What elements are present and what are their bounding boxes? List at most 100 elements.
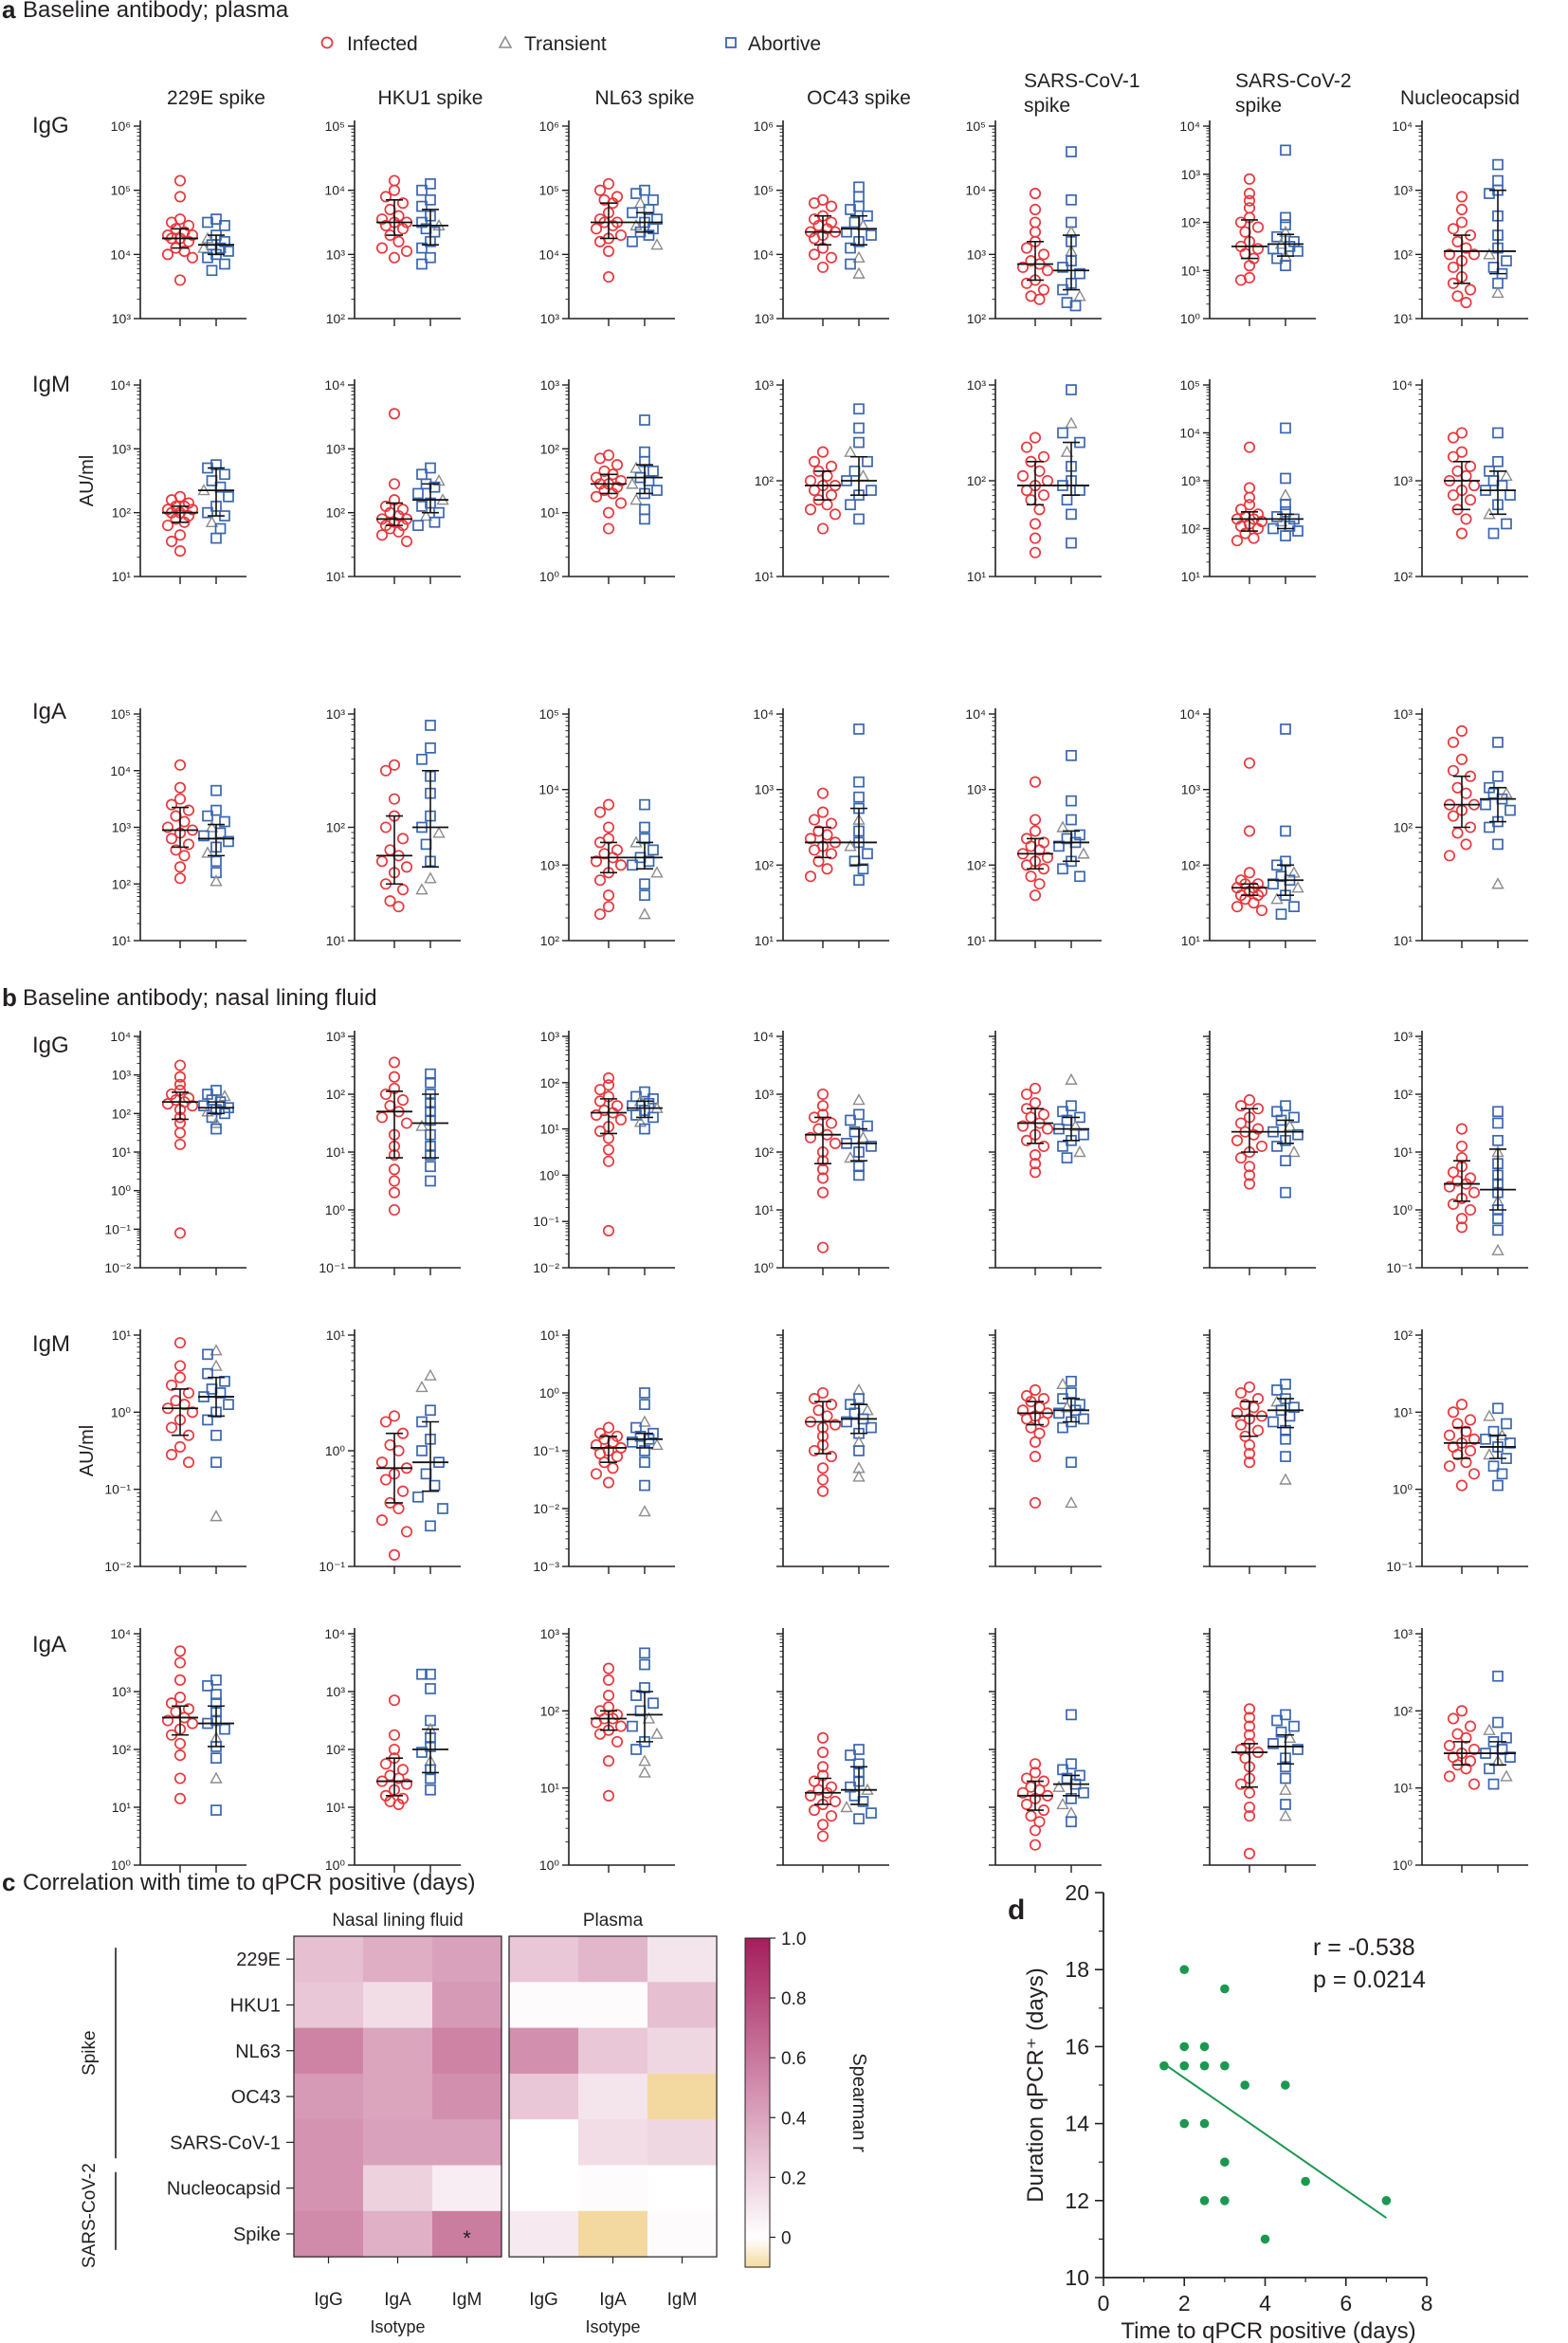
y-tick-label: 16 [1065, 2034, 1089, 2059]
data-point-infected [173, 191, 187, 203]
data-point-transient [1491, 1243, 1504, 1255]
dot-plot-IgG-sars-cov-1-spike: 10² 10³ 10⁴ 10⁵ [965, 119, 1102, 326]
data-point-abortive [1484, 1763, 1495, 1775]
y-tick-label: 10¹ [112, 1800, 132, 1815]
data-point-abortive [1492, 1213, 1504, 1225]
colorbar-segment [745, 1952, 770, 1957]
legend-square-marker [725, 37, 737, 48]
y-tick-label: 10² [326, 505, 346, 521]
colorbar: 1.0 0.8 0.6 0.4 0.2 0 Spearman r [744, 1930, 869, 2268]
heatmap-cell [432, 1936, 502, 1983]
data-point-infected [392, 1444, 405, 1457]
data-point-infected [375, 1456, 389, 1469]
data-point-infected [1025, 1421, 1037, 1434]
correlation-annotation: r = -0.538 [1313, 1934, 1415, 1961]
data-point-infected [804, 833, 817, 845]
heatmap-cell [432, 2027, 502, 2075]
data-point-transient [1073, 1145, 1086, 1158]
data-point-abortive [223, 246, 234, 257]
data-point-infected [182, 838, 195, 851]
data-point-abortive [627, 207, 638, 219]
data-point-abortive [1492, 1402, 1504, 1415]
y-axis-title: AU/ml [77, 1425, 98, 1476]
data-point-infected [388, 1548, 401, 1561]
data-point-infected [825, 1810, 838, 1822]
data-point-infected [388, 1186, 401, 1199]
y-tick-label: 10⁻³ [533, 1559, 559, 1574]
data-point-infected [1029, 1824, 1042, 1837]
y-tick-label: 10² [326, 820, 346, 835]
colorbar-segment [745, 2051, 770, 2056]
y-tick-label: 10² [1394, 247, 1413, 262]
data-point-infected [816, 1100, 830, 1112]
colorbar-segment [745, 2180, 770, 2185]
data-point-abortive [210, 784, 222, 796]
data-point-infected [1455, 446, 1468, 458]
dot-plot-IgM-hku1-spike: 10¹ 10² 10³ 10⁴ [324, 377, 461, 584]
data-point-infected [602, 506, 615, 519]
data-point [1179, 2060, 1190, 2071]
data-point-transient [629, 493, 643, 505]
heatmap-cell [509, 2165, 579, 2212]
data-point-infected [1251, 522, 1265, 535]
data-point-abortive [1501, 518, 1512, 530]
data-point-infected [825, 251, 838, 264]
data-point-infected [1029, 1166, 1042, 1179]
y-tick-label: 10⁻¹ [1386, 1260, 1413, 1275]
row-label: SARS-CoV-1 [170, 2132, 281, 2153]
data-point-transient [1483, 1409, 1496, 1421]
data-point-infected [1234, 216, 1248, 229]
data-point-abortive [206, 265, 218, 277]
row-label: OC43 [231, 2087, 281, 2108]
data-point-transient [1065, 1495, 1078, 1509]
data-point-abortive [210, 867, 222, 879]
data-point-abortive [1271, 1141, 1283, 1152]
data-point-infected [816, 1731, 830, 1744]
data-point [1220, 2060, 1230, 2071]
data-point-abortive [198, 1100, 210, 1112]
colorbar-segment [745, 2177, 770, 2182]
data-point-infected [1251, 221, 1265, 233]
y-tick-label: 10² [112, 876, 132, 891]
data-point-infected [593, 1084, 607, 1096]
heatmap-cell [647, 2165, 718, 2212]
data-point-infected [1231, 1407, 1244, 1419]
data-point-infected [182, 235, 195, 247]
data-point-transient [844, 445, 857, 457]
data-point-abortive [210, 1429, 222, 1441]
data-point-abortive [639, 1658, 650, 1671]
y-tick-label: 10³ [326, 441, 346, 456]
y-tick-label: 10¹ [755, 569, 775, 584]
y-tick-label: 10⁴ [110, 1626, 131, 1641]
colorbar-title: Spearman r [848, 2053, 869, 2152]
colorbar-segment [745, 2192, 770, 2196]
dot-plot-IgA-nucleocapsid: 10⁰ 10¹ 10² 10³ [1393, 1626, 1528, 1873]
heatmap-title: Plasma [583, 1911, 644, 1931]
data-point-transient [1279, 1809, 1292, 1821]
data-point-transient [1279, 1783, 1292, 1795]
data-point-infected [1455, 216, 1468, 229]
data-point-infected [182, 804, 195, 816]
data-point-infected [1016, 1120, 1030, 1132]
y-tick-label: 10⁴ [110, 377, 131, 393]
colorbar-segment [745, 2016, 770, 2020]
y-tick-label: 10³ [1181, 167, 1201, 182]
antigen-title: spike [1235, 95, 1282, 117]
colorbar-segment [745, 2066, 770, 2071]
data-point-abortive [416, 1445, 428, 1456]
data-point-abortive [1074, 267, 1085, 280]
data-point-infected [1016, 469, 1030, 482]
data-point-abortive [1492, 1134, 1504, 1146]
colorbar-segment [745, 1977, 770, 1981]
data-point-transient [415, 1380, 428, 1393]
data-point-transient [852, 1093, 866, 1106]
y-tick-label: 10² [967, 473, 987, 488]
colorbar-segment [745, 2231, 770, 2235]
data-point-abortive [853, 1813, 865, 1825]
data-point-infected [388, 1743, 401, 1756]
y-tick-label: 10³ [1394, 473, 1413, 488]
y-tick-label: 10⁴ [1179, 119, 1200, 134]
data-point-infected [1451, 290, 1464, 302]
colorbar-segment [745, 1994, 770, 1999]
data-point-infected [1239, 527, 1251, 540]
